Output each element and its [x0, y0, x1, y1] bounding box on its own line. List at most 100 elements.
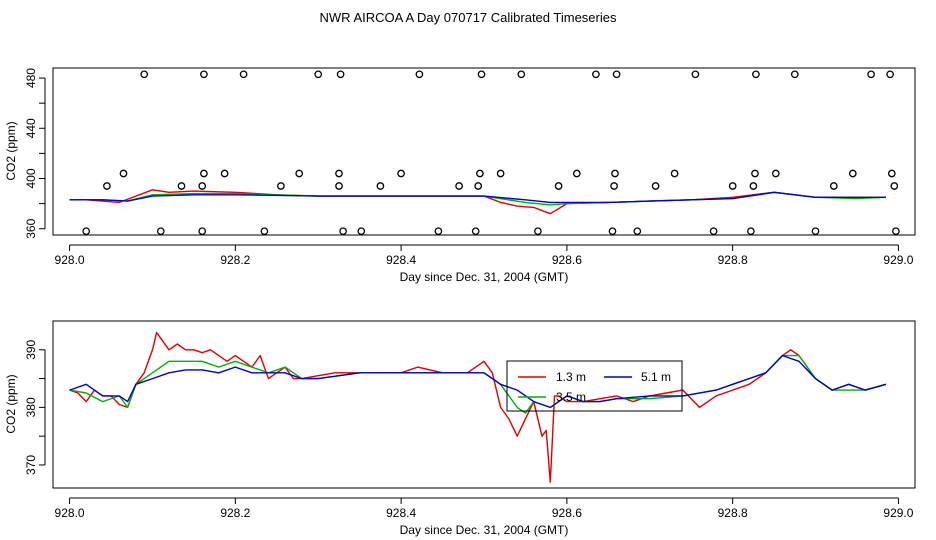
top-flag-point — [751, 169, 759, 178]
bottom-x-axis-label: Day since Dec. 31, 2004 (GMT) — [400, 523, 569, 537]
top-flag-point — [455, 182, 463, 190]
top-flag-point — [670, 169, 679, 178]
bottom-y-tick-label: 390 — [24, 339, 38, 359]
top-flag-point — [886, 70, 894, 79]
top-flag-point — [728, 182, 737, 190]
top-flag-point — [790, 70, 799, 79]
bottom-panel: CO2 (ppm) Day since Dec. 31, 2004 (GMT) … — [4, 320, 916, 537]
top-x-axis-label: Day since Dec. 31, 2004 (GMT) — [400, 270, 569, 284]
top-series-line-5-1-m — [69, 191, 886, 204]
top-y-axis-label: CO2 (ppm) — [4, 121, 18, 180]
top-x-tick-label: 929.0 — [883, 253, 913, 267]
top-flag-point — [82, 227, 91, 236]
top-flag-point — [220, 169, 229, 178]
top-y-tick-label: 400 — [24, 168, 38, 188]
top-flag-point — [752, 70, 760, 79]
figure-title: NWR AIRCOA A Day 070717 Calibrated Times… — [320, 10, 617, 25]
top-flag-point — [434, 227, 443, 236]
top-flag-point — [415, 70, 424, 79]
top-flag-point — [198, 227, 207, 236]
top-flag-point — [892, 227, 900, 236]
top-flag-point — [811, 227, 820, 236]
top-y-axis-label-group: CO2 (ppm) — [4, 121, 18, 180]
legend-label-5-1m: 5.1 m — [641, 370, 671, 384]
top-flag-point — [177, 182, 186, 190]
top-flag-point — [198, 182, 207, 190]
top-y-tick-label-group: 360 — [24, 218, 38, 238]
bottom-y-tick-label-group: 380 — [24, 397, 38, 417]
top-flag-point — [277, 182, 285, 190]
top-flag-point — [471, 227, 480, 236]
top-flag-point — [608, 227, 617, 236]
top-y-tick-label-group: 480 — [24, 68, 38, 88]
top-flag-point — [477, 70, 486, 79]
top-flag-point — [474, 182, 483, 190]
top-flag-point — [119, 169, 128, 178]
top-flag-point — [890, 182, 899, 190]
bottom-y-axis-label-group: CO2 (ppm) — [4, 374, 18, 433]
top-x-tick-label: 928.8 — [718, 253, 748, 267]
top-flag-point — [611, 169, 619, 178]
bottom-x-tick-label: 928.2 — [220, 506, 250, 520]
bottom-y-tick-label: 380 — [24, 397, 38, 417]
top-flag-point — [610, 182, 618, 190]
top-plot-frame — [52, 67, 916, 236]
top-x-tick-label: 928.6 — [552, 253, 582, 267]
top-x-tick-label: 928.4 — [386, 253, 416, 267]
bottom-plot-frame — [52, 320, 916, 489]
bottom-axes: 928.0 928.2 928.4 928.6 928.8 929.0 370 380 390 — [24, 339, 914, 520]
top-flag-point — [239, 70, 248, 79]
top-flag-point — [534, 227, 542, 236]
top-flag-point — [633, 227, 642, 236]
top-flag-point — [476, 169, 484, 178]
top-axes: 928.0 928.2 928.4 928.6 928.8 929.0 360 400 440 4… — [24, 68, 914, 267]
bottom-series-line-3-5-m — [69, 354, 887, 414]
top-x-tick-label: 928.2 — [220, 253, 250, 267]
top-flag-point — [554, 182, 563, 190]
bottom-series-line-1-3-m — [69, 331, 887, 483]
legend: 1.3 m 5.1 m 3.5 m — [506, 360, 683, 412]
bottom-series — [69, 331, 887, 483]
bottom-y-axis-label: CO2 (ppm) — [4, 374, 18, 433]
top-y-tick-label: 480 — [24, 68, 38, 88]
top-flag-point — [496, 169, 505, 178]
top-flag-point — [339, 227, 347, 236]
top-flag-point — [357, 227, 366, 236]
top-flag-point — [335, 182, 343, 190]
bottom-y-tick-label: 370 — [24, 455, 38, 475]
top-series-line-1-3-m — [69, 189, 886, 215]
bottom-x-tick-label: 928.0 — [55, 506, 85, 520]
bottom-x-tick-label: 928.6 — [552, 506, 582, 520]
bottom-y-tick-label-group: 370 — [24, 455, 38, 475]
top-flag-point — [887, 169, 896, 178]
top-flag-point — [336, 70, 345, 79]
bottom-x-tick-label: 928.8 — [718, 506, 748, 520]
top-flag-point — [691, 70, 700, 79]
legend-label-1-3m: 1.3 m — [556, 370, 586, 384]
top-flag-point — [572, 169, 581, 178]
top-flag-point — [867, 70, 875, 79]
top-flag-point — [140, 70, 149, 79]
top-flag-point — [749, 182, 758, 190]
top-x-tick-label: 928.0 — [55, 253, 85, 267]
top-panel: CO2 (ppm) Day since Dec. 31, 2004 (GMT) … — [4, 67, 916, 284]
top-flag-point — [829, 182, 838, 190]
top-flag-point — [200, 169, 208, 178]
top-series — [69, 70, 900, 236]
top-flag-point — [612, 70, 621, 79]
top-flag-point — [397, 169, 405, 178]
top-flag-point — [592, 70, 600, 79]
bottom-series-line-5-1-m — [69, 354, 887, 409]
bottom-x-tick-label: 928.4 — [386, 506, 416, 520]
top-flag-point — [651, 182, 660, 190]
top-flag-point — [709, 227, 718, 236]
top-flag-point — [335, 169, 343, 178]
top-flag-point — [771, 169, 780, 178]
top-flag-point — [517, 70, 526, 79]
top-y-tick-label-group: 440 — [24, 118, 38, 138]
bottom-y-tick-label-group: 390 — [24, 339, 38, 359]
top-flag-point — [103, 182, 111, 190]
top-y-tick-label: 360 — [24, 218, 38, 238]
top-flag-point — [260, 227, 269, 236]
